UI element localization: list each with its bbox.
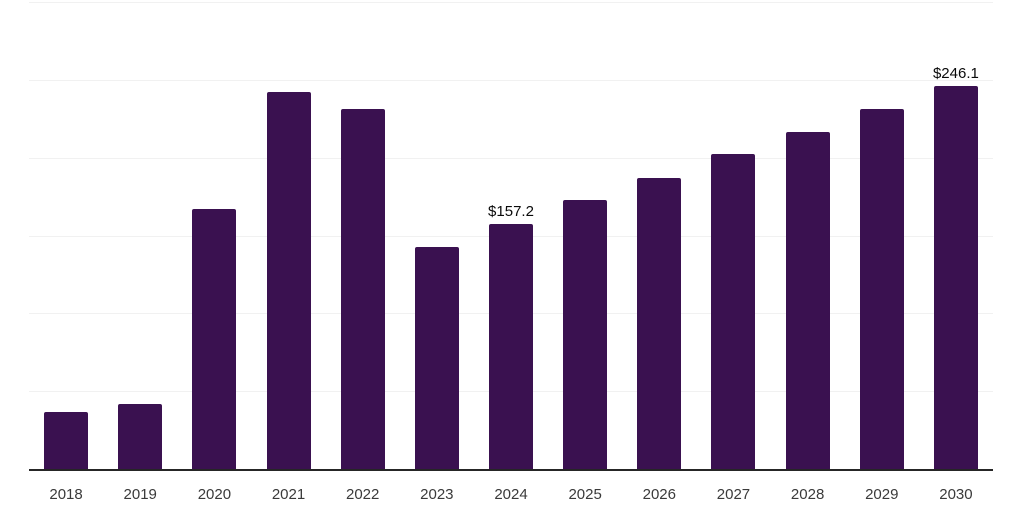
bar-2019 [118, 403, 163, 469]
x-tick-label-2020: 2020 [197, 486, 232, 503]
bar-2018 [44, 412, 89, 469]
gridline-y-250 [29, 79, 993, 81]
bar-2024 [489, 224, 533, 469]
x-tick-label-2028: 2028 [790, 486, 825, 503]
value-label-2030: $246.1 [932, 64, 979, 82]
bar-2020 [192, 208, 237, 469]
x-tick-label-2029: 2029 [865, 486, 899, 503]
x-tick-label-2030: 2030 [939, 486, 973, 503]
x-tick-label-2022: 2022 [346, 486, 380, 503]
bar-2021 [266, 92, 311, 469]
value-label-2024: $157.2 [488, 203, 534, 221]
x-tick-label-2023: 2023 [420, 486, 454, 503]
x-tick-label-2027: 2027 [716, 486, 751, 503]
gridline-y-200 [29, 157, 993, 159]
bar-2026 [637, 178, 682, 469]
x-tick-label-2025: 2025 [568, 486, 602, 503]
bar-2022 [340, 109, 385, 469]
x-axis-line [29, 469, 993, 471]
bar-2027 [711, 154, 756, 469]
bar-2025 [563, 200, 608, 469]
x-tick-label-2019: 2019 [123, 486, 157, 503]
gridline-y-300 [29, 2, 993, 3]
bar-2023 [414, 247, 459, 469]
x-tick-label-2026: 2026 [642, 486, 676, 503]
x-tick-label-2018: 2018 [49, 486, 83, 503]
x-tick-label-2021: 2021 [271, 486, 306, 503]
plot-area: $157.2 $246.1 [29, 2, 993, 469]
x-tick-label-2024: 2024 [494, 486, 528, 503]
bar-2029 [859, 108, 904, 469]
bar-2030 [933, 85, 978, 469]
bar-2028 [785, 131, 830, 469]
